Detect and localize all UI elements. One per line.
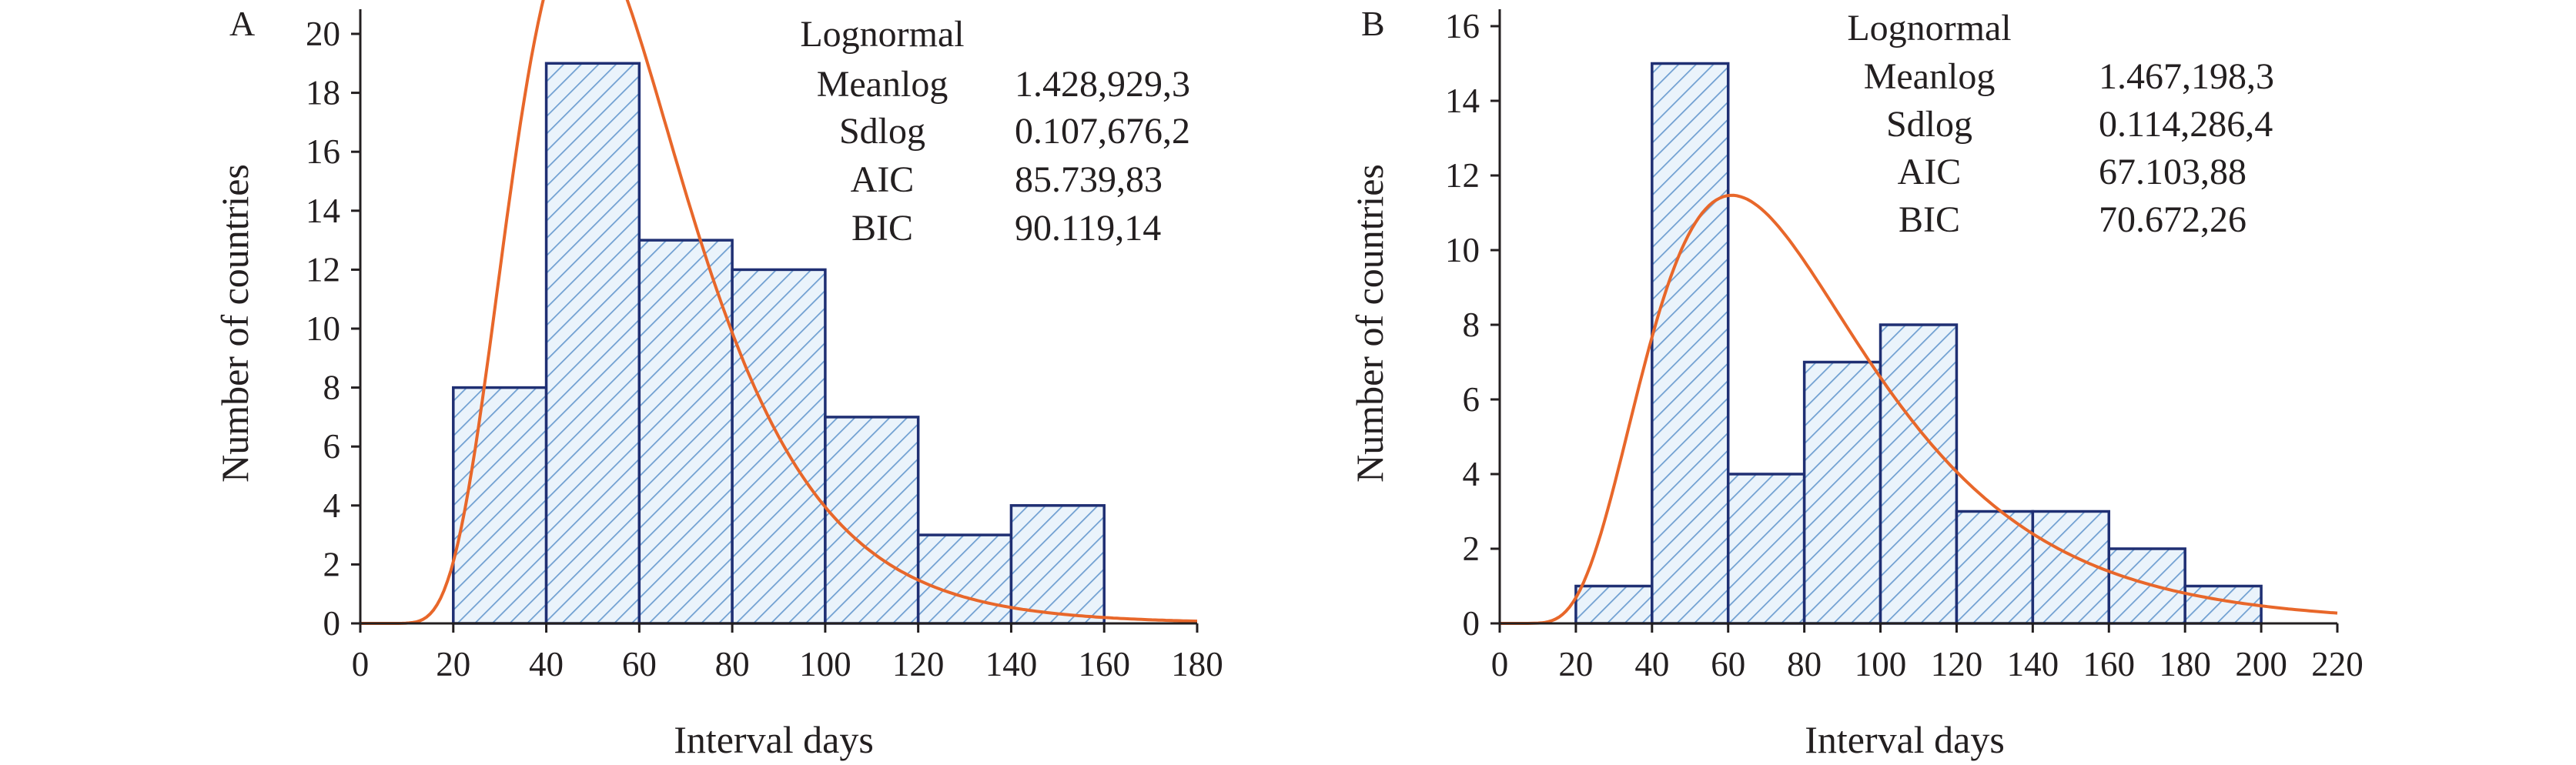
histogram-bar bbox=[452, 386, 548, 625]
lognormal-fit-curve bbox=[1500, 193, 2338, 625]
histogram-bar bbox=[1955, 509, 2035, 625]
x-tick-label: 220 bbox=[2311, 645, 2364, 683]
histogram-bar bbox=[1574, 584, 1654, 625]
y-tick-label: 6 bbox=[1463, 380, 1480, 419]
y-tick-label: 2 bbox=[1463, 529, 1480, 568]
stats-value-meanlog: 1.467,198,3 bbox=[2099, 56, 2274, 97]
x-tick-label: 40 bbox=[529, 645, 564, 683]
x-tick-label: 160 bbox=[2083, 645, 2136, 683]
x-tick-label: 100 bbox=[799, 645, 851, 683]
stats-box: Lognormal Meanlog 1.467,198,3 Sdlog 0.11… bbox=[1847, 8, 2274, 240]
x-axis-title: Interval days bbox=[1805, 718, 2005, 761]
stats-value-bic: 70.672,26 bbox=[2099, 199, 2246, 240]
x-tick-label: 180 bbox=[2159, 645, 2211, 683]
x-tick-label: 60 bbox=[1711, 645, 1745, 683]
y-tick-label: 12 bbox=[1445, 156, 1480, 195]
panel-a: A Number of countries Interval days 0 20 4… bbox=[213, 0, 1223, 761]
x-tick-label: 200 bbox=[2235, 645, 2287, 683]
histogram-bar bbox=[1878, 323, 1959, 625]
bars bbox=[1574, 62, 2263, 625]
y-tick-label: 18 bbox=[306, 74, 340, 112]
x-tick-label: 100 bbox=[1855, 645, 1907, 683]
stats-title: Lognormal bbox=[1847, 8, 2011, 48]
y-tick-label: 16 bbox=[1445, 7, 1480, 45]
axes bbox=[1498, 9, 2337, 625]
stats-value-aic: 67.103,88 bbox=[2099, 152, 2246, 192]
panel-label: B bbox=[1361, 4, 1385, 43]
histogram-bar bbox=[824, 416, 920, 625]
stats-value-meanlog: 1.428,929,3 bbox=[1015, 64, 1190, 105]
ticks: 0 20 40 60 80 100 120 140 160 180 0 2 4 6 8 10 12 14 16 18 2… bbox=[306, 15, 1223, 683]
stats-title: Lognormal bbox=[800, 14, 964, 55]
histogram-bar bbox=[637, 239, 734, 625]
x-tick-label: 0 bbox=[352, 645, 370, 683]
x-tick-label: 20 bbox=[436, 645, 470, 683]
y-axis-title: Number of countries bbox=[213, 164, 256, 483]
histogram-bar bbox=[1726, 473, 1806, 625]
histogram-bar bbox=[731, 268, 827, 625]
lognormal-fit-curve bbox=[360, 0, 1198, 625]
stats-label-sdlog: Sdlog bbox=[839, 111, 925, 152]
panel-label: A bbox=[229, 4, 255, 43]
y-tick-label: 8 bbox=[323, 369, 341, 407]
x-tick-label: 160 bbox=[1078, 645, 1130, 683]
axes bbox=[359, 9, 1197, 625]
y-tick-label: 2 bbox=[323, 545, 341, 583]
x-tick-label: 80 bbox=[1787, 645, 1822, 683]
x-tick-label: 80 bbox=[715, 645, 750, 683]
stats-label-aic: AIC bbox=[851, 159, 915, 200]
histogram-bar bbox=[916, 533, 1013, 625]
histogram-bar bbox=[2107, 547, 2186, 625]
stats-box: Lognormal Meanlog 1.428,929,3 Sdlog 0.10… bbox=[800, 14, 1190, 249]
bars bbox=[452, 62, 1106, 625]
x-tick-label: 60 bbox=[622, 645, 657, 683]
stats-label-bic: BIC bbox=[1899, 199, 1960, 240]
stats-value-aic: 85.739,83 bbox=[1015, 159, 1163, 200]
y-tick-label: 10 bbox=[1445, 231, 1480, 269]
stats-value-sdlog: 0.114,286,4 bbox=[2099, 104, 2273, 145]
y-tick-label: 20 bbox=[306, 15, 340, 53]
y-tick-label: 0 bbox=[1463, 604, 1480, 643]
stats-label-meanlog: Meanlog bbox=[1864, 56, 1996, 97]
y-tick-label: 10 bbox=[306, 309, 340, 348]
histogram-bar bbox=[1651, 62, 1730, 625]
x-tick-label: 20 bbox=[1558, 645, 1593, 683]
histogram-bar bbox=[544, 62, 641, 625]
stats-value-sdlog: 0.107,676,2 bbox=[1015, 111, 1190, 152]
panel-b: B Number of countries Interval days 0 20 4… bbox=[1348, 4, 2364, 761]
histogram-bar bbox=[1009, 504, 1106, 625]
stats-value-bic: 90.119,14 bbox=[1015, 208, 1161, 249]
y-tick-label: 0 bbox=[323, 604, 341, 643]
y-tick-label: 4 bbox=[1463, 455, 1480, 493]
x-tick-label: 120 bbox=[892, 645, 945, 683]
y-tick-label: 16 bbox=[306, 132, 340, 171]
y-tick-label: 14 bbox=[306, 192, 340, 230]
x-axis-title: Interval days bbox=[674, 718, 874, 761]
histogram-bar bbox=[1802, 360, 1882, 625]
x-tick-label: 40 bbox=[1634, 645, 1669, 683]
y-tick-label: 6 bbox=[323, 427, 341, 466]
y-axis-title: Number of countries bbox=[1348, 164, 1391, 483]
y-tick-label: 8 bbox=[1463, 306, 1480, 344]
y-tick-label: 14 bbox=[1445, 82, 1480, 120]
x-tick-label: 0 bbox=[1491, 645, 1509, 683]
stats-label-bic: BIC bbox=[851, 208, 913, 249]
x-tick-label: 140 bbox=[2007, 645, 2059, 683]
y-tick-label: 12 bbox=[306, 250, 340, 289]
x-tick-label: 140 bbox=[985, 645, 1038, 683]
stats-label-sdlog: Sdlog bbox=[1886, 104, 1972, 145]
x-tick-label: 120 bbox=[1931, 645, 1983, 683]
stats-label-meanlog: Meanlog bbox=[817, 64, 948, 105]
x-tick-label: 180 bbox=[1171, 645, 1223, 683]
y-tick-label: 4 bbox=[323, 486, 341, 525]
stats-label-aic: AIC bbox=[1898, 152, 1962, 192]
ticks: 0 20 40 60 80 100 120 140 160 180 200 220 0 2 4 6 8 10 12 1… bbox=[1445, 7, 2364, 683]
